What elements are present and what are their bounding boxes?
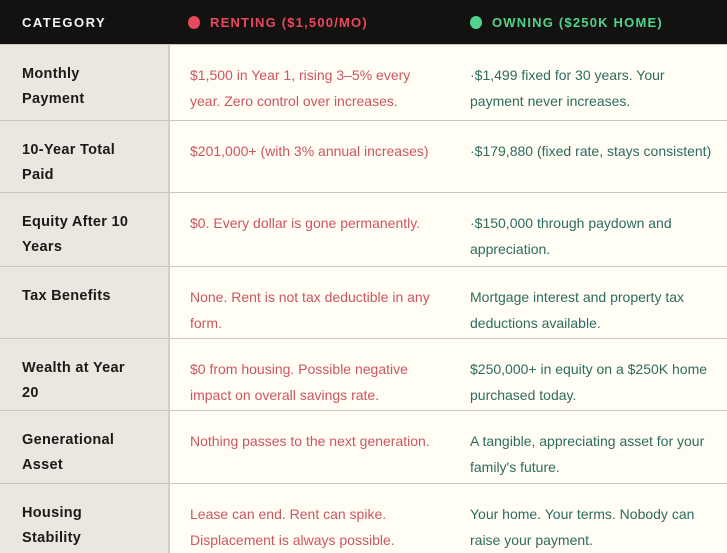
category-cell: Tax Benefits: [0, 267, 170, 338]
table-header-row: CATEGORY RENTING ($1,500/MO) OWNING ($25…: [0, 0, 727, 44]
owning-cell: $250,000+ in equity on a $250K home purc…: [450, 339, 727, 410]
owning-column-header: OWNING ($250K HOME): [450, 15, 727, 30]
category-cell: Monthly Payment: [0, 45, 170, 120]
category-cell: Wealth at Year 20: [0, 339, 170, 410]
table-row: Monthly Payment $1,500 in Year 1, rising…: [0, 44, 727, 120]
category-column-header: CATEGORY: [22, 14, 107, 30]
owning-cell: ·$150,000 through paydown and appreciati…: [450, 193, 727, 266]
table-row: 10-Year Total Paid $201,000+ (with 3% an…: [0, 120, 727, 192]
category-cell: Housing Stability: [0, 484, 170, 553]
owning-cell: A tangible, appreciating asset for your …: [450, 411, 727, 483]
table-row: Wealth at Year 20 $0 from housing. Possi…: [0, 338, 727, 410]
renting-cell: Nothing passes to the next generation.: [170, 411, 450, 483]
renting-cell: Lease can end. Rent can spike. Displacem…: [170, 484, 450, 553]
renting-cell: $0 from housing. Possible negative impac…: [170, 339, 450, 410]
table-row: Tax Benefits None. Rent is not tax deduc…: [0, 266, 727, 338]
owning-cell: ·$1,499 fixed for 30 years. Your payment…: [450, 45, 727, 120]
renting-cell: $1,500 in Year 1, rising 3–5% every year…: [170, 45, 450, 120]
owning-cell: Mortgage interest and property tax deduc…: [450, 267, 727, 338]
owning-cell: Your home. Your terms. Nobody can raise …: [450, 484, 727, 553]
renting-cell: None. Rent is not tax deductible in any …: [170, 267, 450, 338]
table-row: Housing Stability Lease can end. Rent ca…: [0, 483, 727, 553]
renting-dot-icon: [188, 15, 200, 29]
table-row: Generational Asset Nothing passes to the…: [0, 410, 727, 483]
category-cell: 10-Year Total Paid: [0, 121, 170, 192]
owning-header-label: OWNING ($250K HOME): [492, 14, 663, 30]
renting-header-label: RENTING ($1,500/MO): [210, 14, 368, 30]
owning-cell: ·$179,880 (fixed rate, stays consistent): [450, 121, 727, 192]
renting-cell: $0. Every dollar is gone permanently.: [170, 193, 450, 266]
owning-dot-icon: [470, 15, 482, 29]
category-cell: Generational Asset: [0, 411, 170, 483]
renting-cell: $201,000+ (with 3% annual increases): [170, 121, 450, 192]
table-row: Equity After 10 Years $0. Every dollar i…: [0, 192, 727, 266]
renting-column-header: RENTING ($1,500/MO): [170, 15, 450, 30]
category-cell: Equity After 10 Years: [0, 193, 170, 266]
